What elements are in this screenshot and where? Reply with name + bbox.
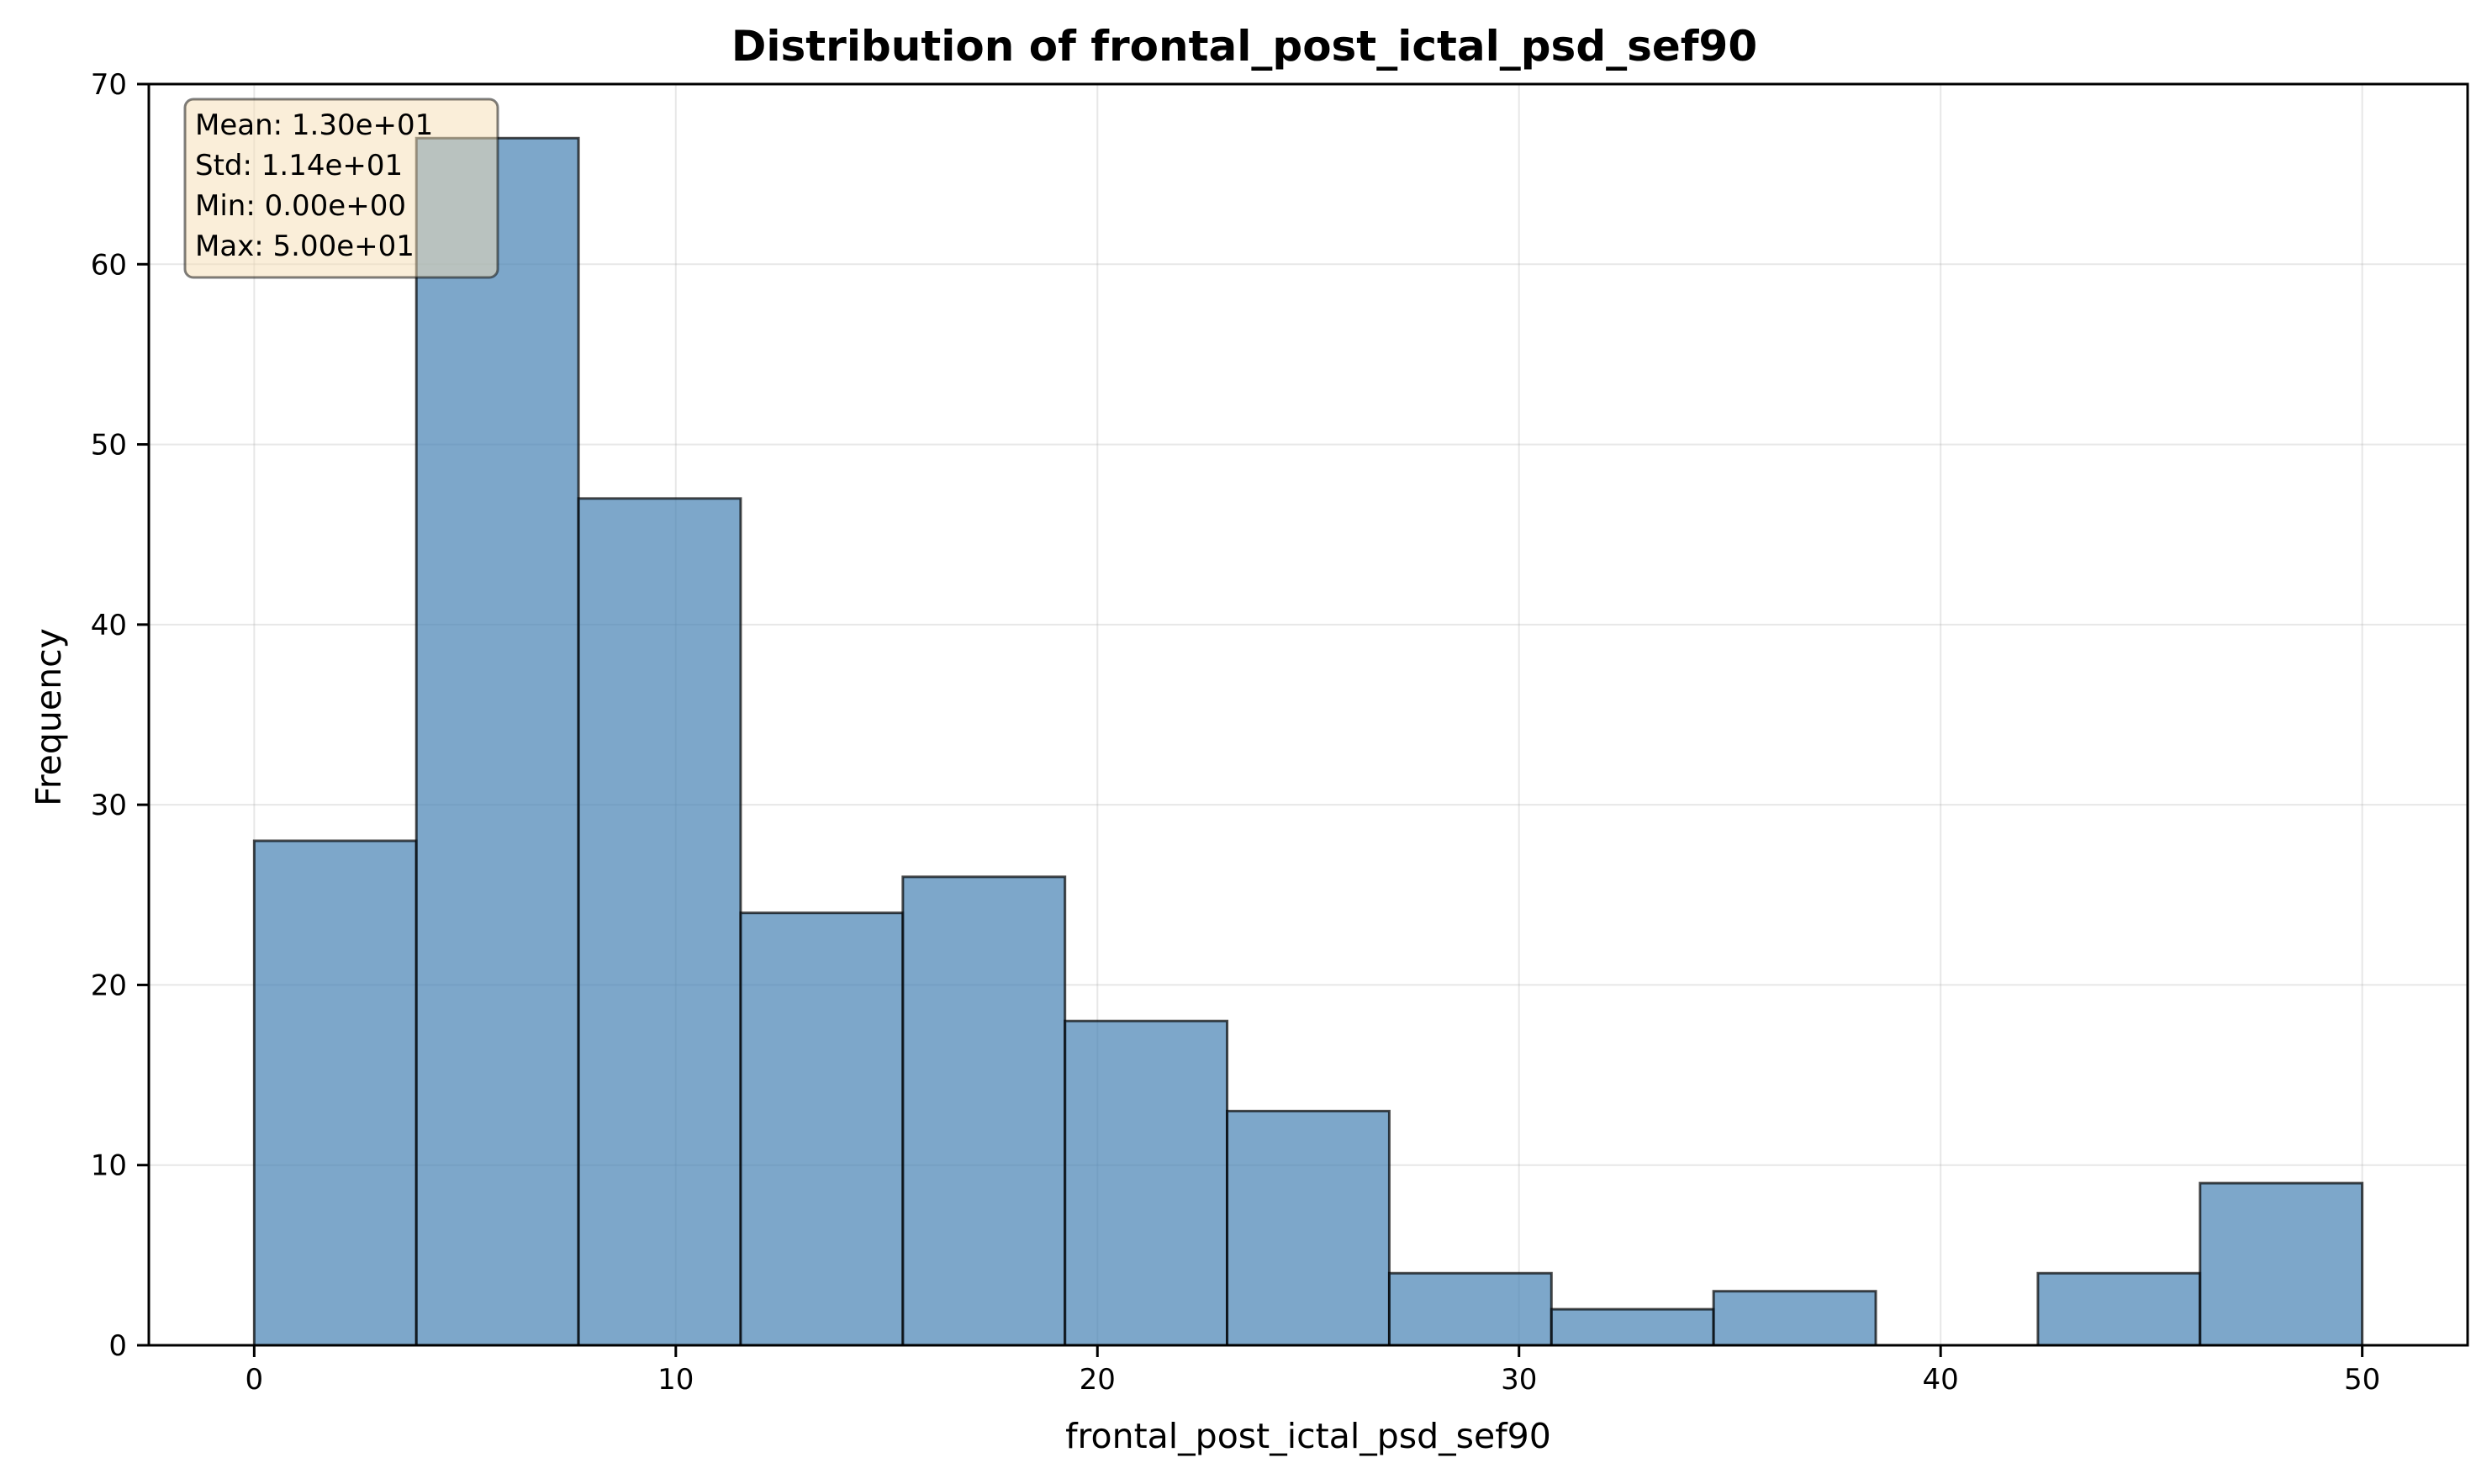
histogram-bar-9 [1712, 1290, 1877, 1347]
histogram-bar-1 [414, 136, 580, 1347]
chart-title: Distribution of frontal_post_ictal_psd_s… [731, 22, 1757, 71]
y-tick-label-0: 0 [108, 1329, 127, 1363]
x-tick-label-2: 20 [1080, 1363, 1116, 1397]
histogram-bar-0 [252, 839, 418, 1347]
histogram-bar-3 [739, 911, 905, 1347]
y-axis-ticks: 0 10 20 30 40 50 60 70 [91, 68, 149, 1363]
plot-frame [147, 82, 2469, 1347]
x-axis-ticks: 0 10 20 30 40 50 [246, 1345, 2380, 1397]
x-tick-label-5: 50 [2344, 1363, 2380, 1397]
x-tick-label-1: 10 [657, 1363, 694, 1397]
stats-min: Min: 0.00e+00 [195, 189, 406, 223]
y-tick-label-3: 30 [91, 789, 127, 822]
histogram-bar-12 [2199, 1181, 2364, 1347]
histogram-bar-4 [901, 875, 1067, 1347]
histogram-bar-8 [1550, 1307, 1715, 1347]
stats-mean: Mean: 1.30e+01 [195, 108, 433, 142]
y-axis-label: Frequency [29, 628, 69, 806]
x-tick-label-4: 40 [1923, 1363, 1959, 1397]
x-tick-label-3: 30 [1501, 1363, 1537, 1397]
y-tick-label-7: 70 [91, 68, 127, 102]
histogram-bar-7 [1387, 1271, 1553, 1347]
stats-max: Max: 5.00e+01 [195, 230, 414, 263]
y-tick-label-4: 40 [91, 609, 127, 642]
y-tick-label-2: 20 [91, 969, 127, 1002]
histogram-bars [252, 136, 2364, 1347]
histogram-bar-11 [2036, 1271, 2202, 1347]
y-tick-label-6: 60 [91, 248, 127, 282]
histogram-bar-5 [1064, 1019, 1229, 1347]
histogram-bar-2 [577, 497, 742, 1347]
y-tick-label-5: 50 [91, 429, 127, 462]
x-tick-label-0: 0 [246, 1363, 264, 1397]
stats-box-background [183, 98, 499, 279]
stats-box: Mean: 1.30e+01 Std: 1.14e+01 Min: 0.00e+… [183, 98, 499, 279]
histogram-bar-6 [1226, 1109, 1391, 1347]
stats-std: Std: 1.14e+01 [195, 149, 403, 182]
x-axis-label: frontal_post_ictal_psd_sef90 [1065, 1416, 1551, 1456]
y-tick-label-1: 10 [91, 1149, 127, 1183]
